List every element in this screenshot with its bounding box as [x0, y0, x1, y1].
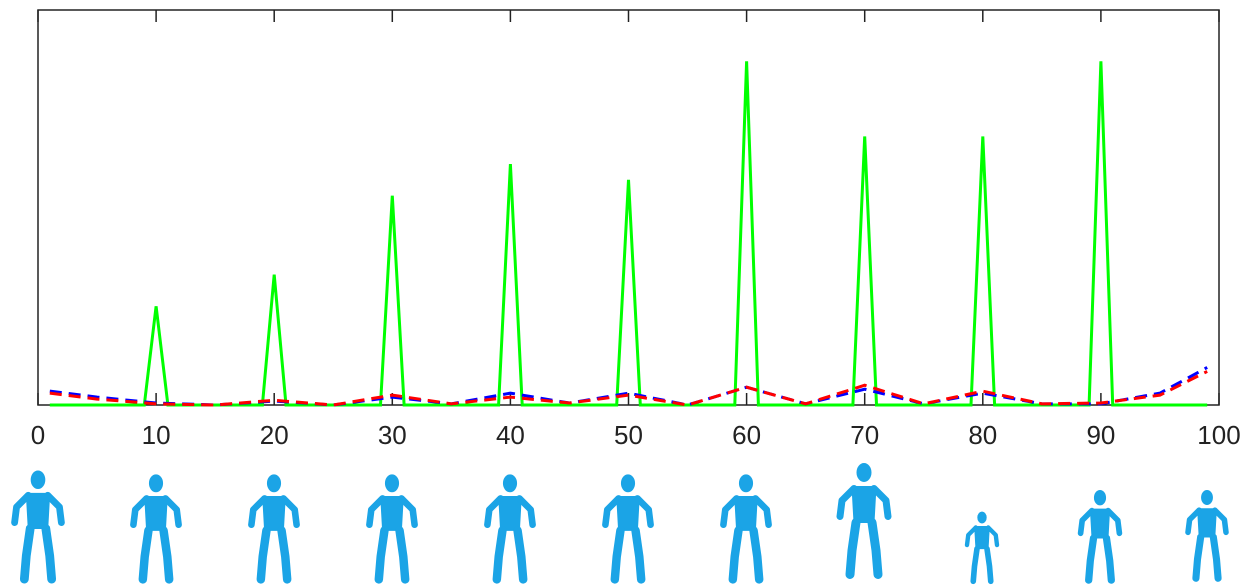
x-tick-label: 90	[1086, 420, 1115, 450]
data-line	[50, 61, 1207, 405]
pose-figure	[1081, 490, 1120, 580]
pose-figure	[723, 475, 768, 580]
pose-figure	[369, 475, 414, 580]
figures	[15, 464, 1226, 582]
x-tick-label: 80	[968, 420, 997, 450]
x-tick-label: 40	[496, 420, 525, 450]
x-tick-label: 60	[732, 420, 761, 450]
x-tick-label: 10	[142, 420, 171, 450]
pose-figure	[15, 471, 62, 579]
pose-figure	[487, 475, 532, 580]
pose-figure	[840, 464, 888, 575]
pose-figure	[967, 512, 997, 581]
x-tick-label: 0	[31, 420, 45, 450]
x-tick-label: 100	[1197, 420, 1240, 450]
pose-figure	[1188, 490, 1226, 578]
pose-figure	[605, 475, 650, 580]
chart: 0 10 20 30 40 50 60 70 80 90 100	[0, 0, 1250, 586]
x-tick-label: 20	[260, 420, 289, 450]
x-tick-label: 70	[850, 420, 879, 450]
pose-figure	[133, 475, 178, 580]
x-tick-label: 30	[378, 420, 407, 450]
x-tick-label: 50	[614, 420, 643, 450]
pose-figure	[251, 475, 296, 580]
